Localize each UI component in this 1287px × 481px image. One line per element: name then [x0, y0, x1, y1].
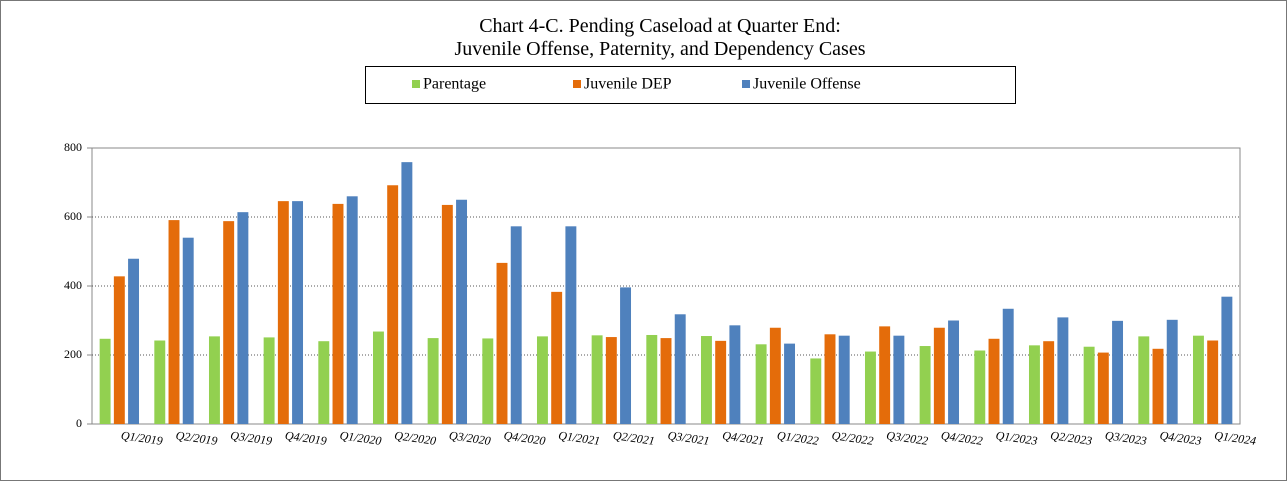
y-tick-label: 200 — [64, 347, 82, 361]
bar — [565, 226, 577, 424]
bar — [292, 201, 304, 424]
bar — [674, 314, 686, 424]
bar — [620, 287, 632, 424]
bar — [277, 201, 289, 424]
x-tick-label: Q2/2023 — [1049, 428, 1093, 448]
bar — [755, 344, 767, 424]
legend-swatch — [573, 80, 581, 88]
legend-box — [365, 66, 1016, 104]
bar — [536, 336, 548, 424]
x-tick-label: Q3/2020 — [448, 428, 492, 448]
bar — [700, 336, 712, 424]
bar — [919, 346, 931, 424]
bar — [1097, 352, 1109, 424]
bar — [1138, 336, 1150, 424]
bar — [263, 337, 275, 424]
x-tick-label: Q1/2023 — [995, 428, 1039, 448]
bar — [1192, 335, 1204, 424]
x-tick-label: Q4/2019 — [284, 428, 328, 448]
bar — [441, 204, 453, 424]
x-tick-label: Q3/2021 — [667, 428, 711, 448]
bar — [810, 358, 822, 424]
legend-label: Parentage — [423, 76, 486, 93]
bar — [510, 226, 522, 424]
bar — [1057, 317, 1069, 424]
bar — [237, 212, 249, 424]
bar — [332, 203, 344, 424]
legend-label: Juvenile DEP — [584, 76, 672, 93]
bar — [387, 185, 399, 424]
bar — [551, 291, 563, 424]
x-tick-label: Q2/2020 — [393, 428, 437, 448]
y-tick-label: 0 — [76, 416, 82, 430]
chart-title: Juvenile Offense, Paternity, and Depende… — [455, 38, 866, 60]
bar — [154, 340, 166, 424]
bar — [482, 338, 494, 424]
bar — [729, 325, 741, 424]
x-tick-label: Q2/2019 — [175, 428, 219, 448]
bar — [1002, 308, 1014, 424]
bar — [838, 335, 850, 424]
legend-swatch — [412, 80, 420, 88]
bar — [893, 335, 905, 424]
bar — [496, 262, 508, 424]
bar — [182, 237, 194, 424]
bar — [99, 338, 111, 424]
bar — [1028, 345, 1040, 424]
bar — [974, 350, 986, 424]
bar — [223, 221, 235, 424]
bar — [401, 162, 413, 424]
bar — [660, 338, 672, 424]
x-tick-label: Q4/2021 — [721, 428, 765, 448]
x-tick-label: Q3/2023 — [1104, 428, 1148, 448]
bar — [1221, 296, 1233, 424]
x-tick-label: Q4/2020 — [503, 428, 547, 448]
x-tick-label: Q1/2019 — [120, 428, 164, 448]
bar — [769, 327, 781, 424]
bar — [427, 338, 439, 424]
bar — [591, 335, 603, 424]
bar — [1207, 340, 1219, 424]
bar — [879, 326, 891, 424]
chart-title: Chart 4-C. Pending Caseload at Quarter E… — [479, 15, 841, 37]
bar — [1043, 341, 1055, 424]
y-tick-label: 800 — [64, 140, 82, 154]
bar — [1112, 320, 1124, 424]
bar — [1083, 346, 1095, 424]
bar — [208, 336, 220, 424]
x-tick-label: Q1/2022 — [776, 428, 820, 448]
x-tick-label: Q1/2021 — [557, 428, 601, 448]
x-tick-label: Q4/2022 — [940, 428, 984, 448]
bar — [988, 338, 1000, 424]
x-tick-label: Q1/2024 — [1213, 428, 1257, 448]
bar — [864, 351, 876, 424]
y-tick-label: 600 — [64, 209, 82, 223]
y-tick-label: 400 — [64, 278, 82, 292]
x-tick-label: Q2/2021 — [612, 428, 656, 448]
x-tick-label: Q3/2019 — [229, 428, 273, 448]
bar — [168, 220, 180, 424]
x-tick-label: Q1/2020 — [339, 428, 383, 448]
bar — [128, 258, 140, 424]
bar — [1152, 348, 1164, 424]
x-tick-label: Q4/2023 — [1159, 428, 1203, 448]
bar — [715, 340, 727, 424]
bar — [113, 276, 125, 424]
x-tick-label: Q3/2022 — [885, 428, 929, 448]
bar — [372, 331, 384, 424]
bar — [605, 337, 617, 424]
bar — [456, 199, 468, 424]
bar — [784, 343, 796, 424]
bar — [318, 341, 330, 424]
bar — [948, 320, 960, 424]
bar — [933, 327, 945, 424]
bar — [346, 196, 358, 424]
bar — [824, 334, 836, 424]
x-tick-label: Q2/2022 — [831, 428, 875, 448]
legend-label: Juvenile Offense — [753, 76, 861, 93]
legend-swatch — [742, 80, 750, 88]
bar — [646, 334, 658, 424]
bar — [1166, 319, 1178, 424]
